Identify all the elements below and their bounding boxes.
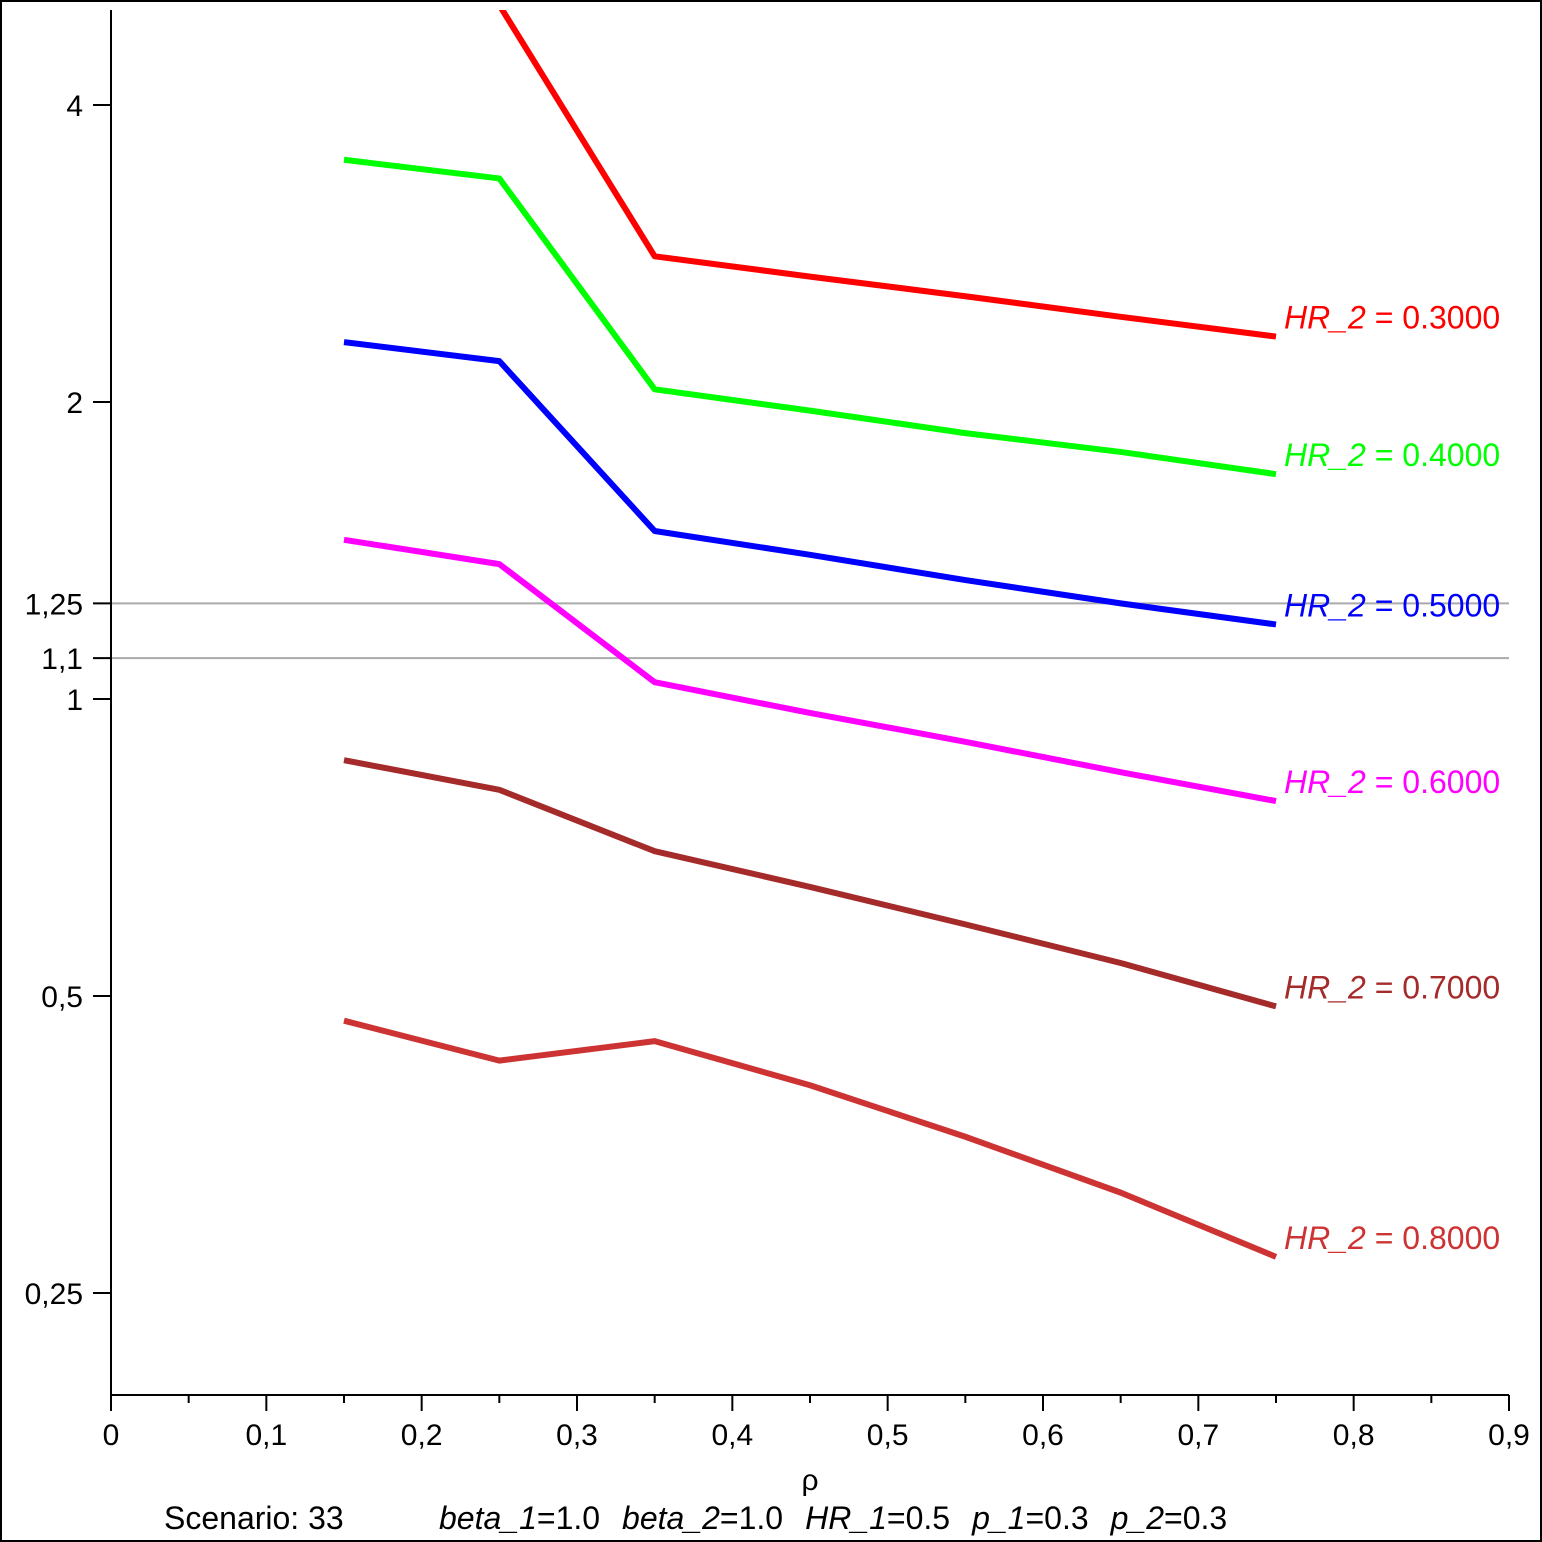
x-tick-label: 0,7 (1177, 1419, 1219, 1452)
reference-lines (111, 602, 1509, 660)
series-label: HR_2 = 0.5000 (1284, 587, 1500, 623)
axes: 0 0,1 0,2 0,3 0,4 0,5 0,6 0,7 0,8 0,9 0,25 0,5 1 1,1 1… (25, 10, 1530, 1452)
y-tick-label: 1 (66, 684, 83, 717)
series-line-hr2-0.7000 (343, 757, 1277, 1010)
y-tick-label: 0,25 (25, 1278, 83, 1311)
scenario-label: Scenario: 33 (164, 1500, 344, 1536)
series-label: HR_2 = 0.8000 (1284, 1220, 1500, 1256)
x-tick-label: 0,1 (245, 1419, 287, 1452)
series-line-hr2-0.6000 (343, 536, 1277, 805)
series-label: HR_2 = 0.4000 (1284, 437, 1500, 473)
parameter-list: beta_1=1.0 beta_2=1.0 HR_1=0.5 p_1=0.3 p_2=0… (439, 1500, 1227, 1536)
x-tick-label: 0,6 (1022, 1419, 1064, 1452)
y-tick-label: 4 (66, 90, 83, 123)
series-line-hr2-0.3000 (498, 10, 1277, 340)
x-axis-label: ρ (801, 1464, 818, 1497)
y-tick-label: 0,5 (41, 981, 83, 1014)
series-label: HR_2 = 0.7000 (1284, 969, 1500, 1005)
y-tick-label: 2 (66, 387, 83, 420)
x-tick-label: 0,2 (401, 1419, 443, 1452)
y-tick-label: 1,25 (25, 588, 83, 621)
series-line-hr2-0.5000 (343, 339, 1277, 628)
x-tick-label: 0,3 (556, 1419, 598, 1452)
caption: Scenario: 33 beta_1=1.0 beta_2=1.0 HR_1=0.5… (164, 1500, 1227, 1536)
series-lines (343, 10, 1278, 1260)
series-label: HR_2 = 0.3000 (1284, 300, 1500, 336)
series-line-hr2-0.8000 (343, 1017, 1278, 1260)
x-tick-label: 0 (103, 1419, 120, 1452)
x-tick-label: 0,9 (1488, 1419, 1530, 1452)
series-line-hr2-0.4000 (343, 156, 1277, 478)
x-tick-label: 0,8 (1333, 1419, 1375, 1452)
series-label: HR_2 = 0.6000 (1284, 764, 1500, 800)
x-tick-label: 0,4 (711, 1419, 753, 1452)
series-labels: HR_2 = 0.3000 HR_2 = 0.4000 HR_2 = 0.5000 H… (1284, 300, 1500, 1256)
y-tick-label: 1,1 (41, 643, 83, 676)
x-tick-label: 0,5 (867, 1419, 909, 1452)
